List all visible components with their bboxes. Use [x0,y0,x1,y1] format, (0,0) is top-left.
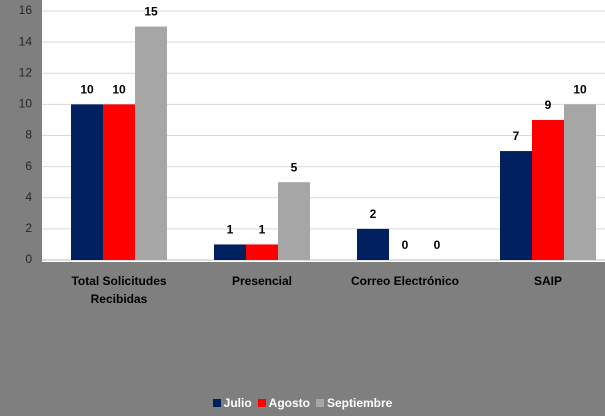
y-tick-label: 14 [19,34,33,48]
data-label: 1 [227,223,234,237]
data-label: 5 [291,160,298,174]
legend: Julio Agosto Septiembre [0,396,605,410]
data-label: 0 [402,238,409,252]
y-tick-label: 12 [19,65,33,79]
bar [357,228,389,260]
legend-swatch [315,399,324,407]
y-tick-label: 4 [25,190,32,204]
legend-item: Agosto [257,396,310,410]
x-tick-label: Presencial [231,274,293,288]
data-label: 0 [434,238,441,252]
bar [214,244,246,260]
y-tick-label: 16 [19,3,33,17]
y-tick-label: 2 [25,221,32,235]
y-tick-label: 0 [25,252,32,266]
y-tick-label: 6 [25,159,32,173]
bar [246,244,278,260]
legend-item: Septiembre [315,396,393,410]
bar [278,182,310,260]
legend-label: Agosto [268,396,310,410]
x-tick-label: SAIP [533,274,562,288]
data-label: 1 [259,223,266,237]
bar [564,104,596,260]
legend-swatch [257,399,266,407]
data-label: 2 [370,207,377,221]
legend-swatch [212,399,221,407]
bar [71,104,103,260]
bar [103,104,135,260]
bar [532,119,564,260]
legend-label: Septiembre [326,396,393,410]
bar [135,26,167,260]
data-label: 9 [545,98,552,112]
x-tick-label: Total Solicitudes Recibidas [71,274,167,306]
bar [500,151,532,260]
legend-label: Julio [223,396,252,410]
data-label: 10 [80,83,94,97]
data-label: 7 [513,129,520,143]
data-label: 10 [573,83,587,97]
legend-item: Julio [212,396,252,410]
data-label: 10 [112,83,126,97]
data-label: 15 [144,5,158,19]
x-tick-label: Correo Electrónico [350,274,460,288]
y-tick-label: 8 [25,128,32,142]
y-tick-label: 10 [19,97,33,111]
